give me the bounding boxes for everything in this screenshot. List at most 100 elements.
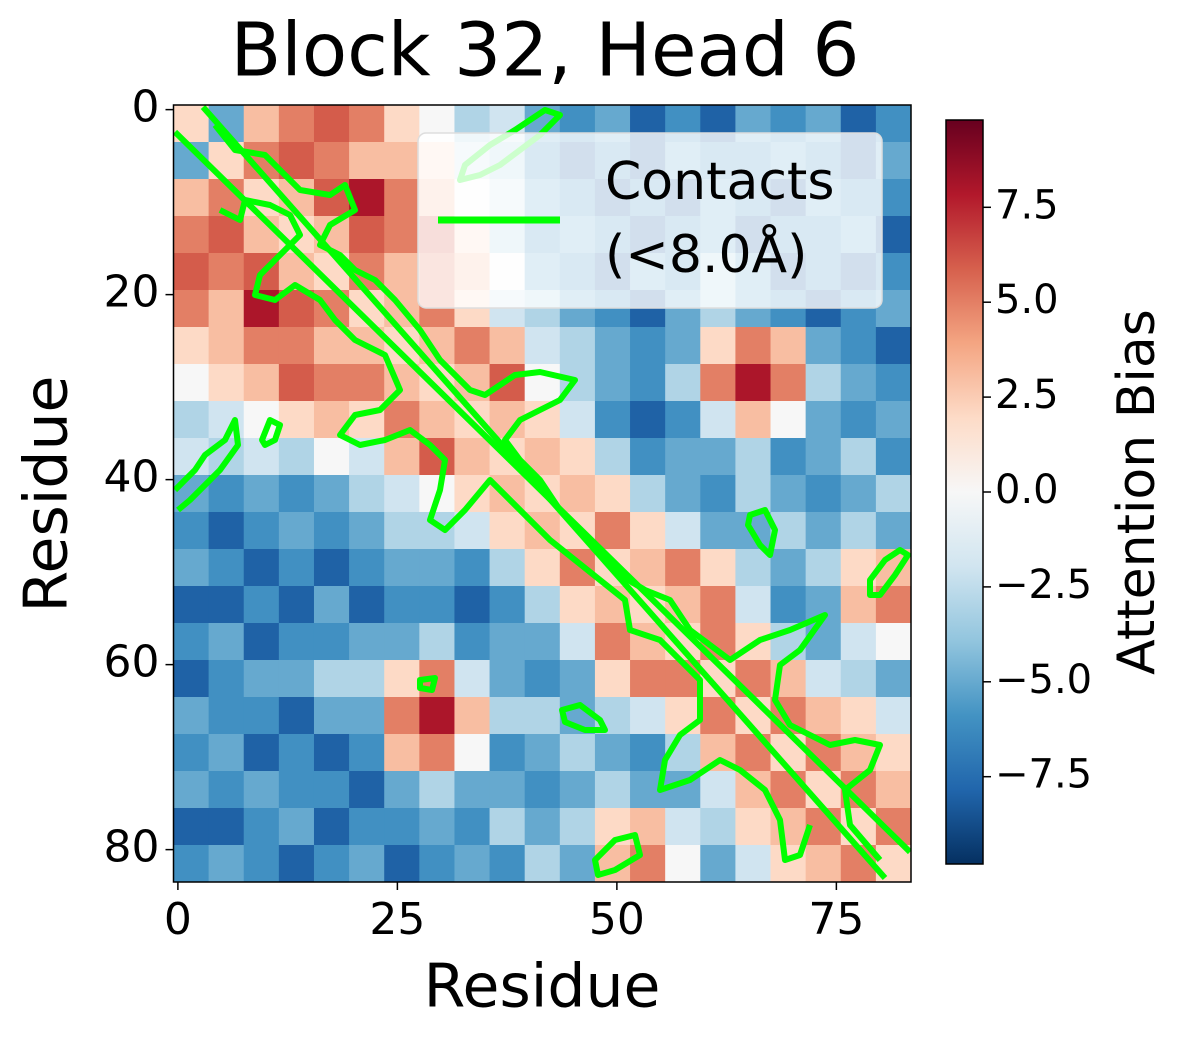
heatmap-cell — [700, 808, 736, 846]
heatmap-cell — [700, 438, 736, 476]
heatmap-cell — [349, 586, 385, 624]
heatmap-cell — [489, 512, 526, 550]
heatmap-cell — [770, 327, 807, 365]
heatmap-cell — [454, 586, 491, 624]
heatmap-cell — [489, 549, 526, 587]
heatmap-cell — [559, 734, 596, 772]
heatmap-cell — [208, 586, 245, 624]
heatmap-cell — [384, 660, 420, 698]
heatmap-cell — [349, 142, 385, 180]
heatmap-cell — [524, 771, 561, 809]
contact-contour — [218, 197, 813, 863]
heatmap-cell — [349, 734, 385, 772]
heatmap-cell — [840, 660, 877, 698]
heatmap-cell — [489, 845, 526, 883]
heatmap-cell — [208, 549, 245, 587]
heatmap-cell — [524, 586, 561, 624]
heatmap-cell — [700, 771, 736, 809]
heatmap-cell — [349, 808, 385, 846]
heatmap-cell — [454, 808, 491, 846]
heatmap-cell — [173, 364, 210, 402]
heatmap-cell — [173, 660, 210, 698]
heatmap-cell — [278, 364, 315, 402]
heatmap-cell — [875, 475, 912, 513]
heatmap-cell — [278, 475, 315, 513]
heatmap-cell — [313, 734, 350, 772]
heatmap-cell — [243, 734, 280, 772]
heatmap-cell — [630, 697, 666, 735]
colorbar-tick-label: −2.5 — [995, 562, 1092, 608]
heatmap-cell — [278, 623, 315, 661]
contact-contour — [592, 832, 643, 878]
heatmap-cell — [278, 512, 315, 550]
y-tick-label: 20 — [104, 267, 160, 318]
contact-contour — [745, 507, 778, 558]
heatmap-cell — [630, 327, 666, 365]
heatmap-cell — [278, 697, 315, 735]
heatmap-cell — [805, 623, 842, 661]
heatmap-cell — [278, 401, 315, 439]
heatmap-cell — [524, 327, 561, 365]
heatmap-cell — [840, 327, 877, 365]
heatmap-cell — [349, 771, 385, 809]
heatmap-cell — [243, 105, 280, 143]
heatmap-cell — [840, 697, 877, 735]
heatmap-cell — [454, 475, 491, 513]
contact-contour — [417, 675, 438, 693]
heatmap-cell — [173, 327, 210, 365]
heatmap-cell — [349, 475, 385, 513]
heatmap-cell — [665, 327, 701, 365]
heatmap-cell — [313, 549, 350, 587]
heatmap-cell — [384, 512, 420, 550]
heatmap-cell — [278, 438, 315, 476]
heatmap-cell — [805, 475, 842, 513]
heatmap-cell — [559, 845, 596, 883]
heatmap-cell — [313, 142, 350, 180]
heatmap-cell — [559, 660, 596, 698]
legend-label: (<8.0Å) — [605, 223, 807, 285]
heatmap-cell — [384, 697, 420, 735]
heatmap-cell — [770, 771, 807, 809]
heatmap-cell — [875, 512, 912, 550]
heatmap-cell — [559, 401, 596, 439]
heatmap-cell — [524, 808, 561, 846]
heatmap-cell — [384, 179, 420, 217]
heatmap-cell — [559, 808, 596, 846]
x-tick-label: 75 — [808, 894, 864, 945]
heatmap-cell — [875, 660, 912, 698]
heatmap-cell — [524, 734, 561, 772]
heatmap-cell — [419, 512, 455, 550]
heatmap-cell — [313, 475, 350, 513]
heatmap-cell — [208, 697, 245, 735]
heatmap-cell — [349, 845, 385, 883]
heatmap-cell — [173, 512, 210, 550]
heatmap-cell — [805, 549, 842, 587]
heatmap-cell — [454, 438, 491, 476]
heatmap-cell — [243, 660, 280, 698]
heatmap-cell — [313, 512, 350, 550]
y-tick-label: 40 — [104, 452, 160, 503]
heatmap-cell — [173, 808, 210, 846]
heatmap-cell — [419, 734, 455, 772]
heatmap-cell — [524, 549, 561, 587]
heatmap-cell — [208, 475, 245, 513]
heatmap-cell — [349, 697, 385, 735]
heatmap-cell — [313, 586, 350, 624]
heatmap-cell — [384, 549, 420, 587]
heatmap-cell — [594, 771, 631, 809]
heatmap-cell — [454, 549, 491, 587]
heatmap-cell — [208, 253, 245, 291]
contact-contour — [559, 702, 608, 733]
heatmap-cell — [840, 475, 877, 513]
heatmap-cell — [173, 771, 210, 809]
heatmap-cell — [384, 623, 420, 661]
colorbar-tick-label: −7.5 — [995, 752, 1092, 798]
heatmap-cell — [384, 105, 420, 143]
heatmap-cell — [208, 623, 245, 661]
heatmap-cell — [243, 697, 280, 735]
heatmap-cell — [173, 845, 210, 883]
heatmap-cell — [313, 845, 350, 883]
heatmap-cell — [559, 586, 596, 624]
heatmap-cell — [454, 697, 491, 735]
heatmap-cell — [208, 512, 245, 550]
